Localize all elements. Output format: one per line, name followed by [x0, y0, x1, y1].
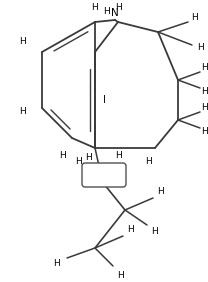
Text: Abs: Abs: [95, 170, 113, 180]
Text: H: H: [59, 151, 65, 160]
Text: H: H: [115, 3, 121, 12]
Text: H: H: [92, 3, 98, 12]
Text: H: H: [19, 107, 25, 116]
Text: H: H: [157, 188, 163, 197]
Text: I: I: [103, 95, 105, 105]
Text: H: H: [75, 158, 81, 166]
Text: H: H: [197, 43, 203, 52]
Text: N: N: [111, 8, 119, 18]
Text: H: H: [201, 87, 207, 96]
Text: H: H: [104, 8, 110, 17]
Text: H: H: [192, 14, 198, 23]
Text: H: H: [201, 103, 207, 113]
Text: H: H: [127, 226, 133, 235]
Text: H: H: [201, 63, 207, 72]
FancyBboxPatch shape: [82, 163, 126, 187]
Text: H: H: [19, 38, 25, 47]
Text: H: H: [117, 272, 123, 281]
Text: H: H: [54, 259, 60, 268]
Text: H: H: [152, 228, 158, 237]
Text: H: H: [115, 151, 121, 160]
Text: H: H: [145, 158, 151, 166]
Text: H: H: [85, 153, 91, 162]
Text: H: H: [201, 127, 207, 136]
